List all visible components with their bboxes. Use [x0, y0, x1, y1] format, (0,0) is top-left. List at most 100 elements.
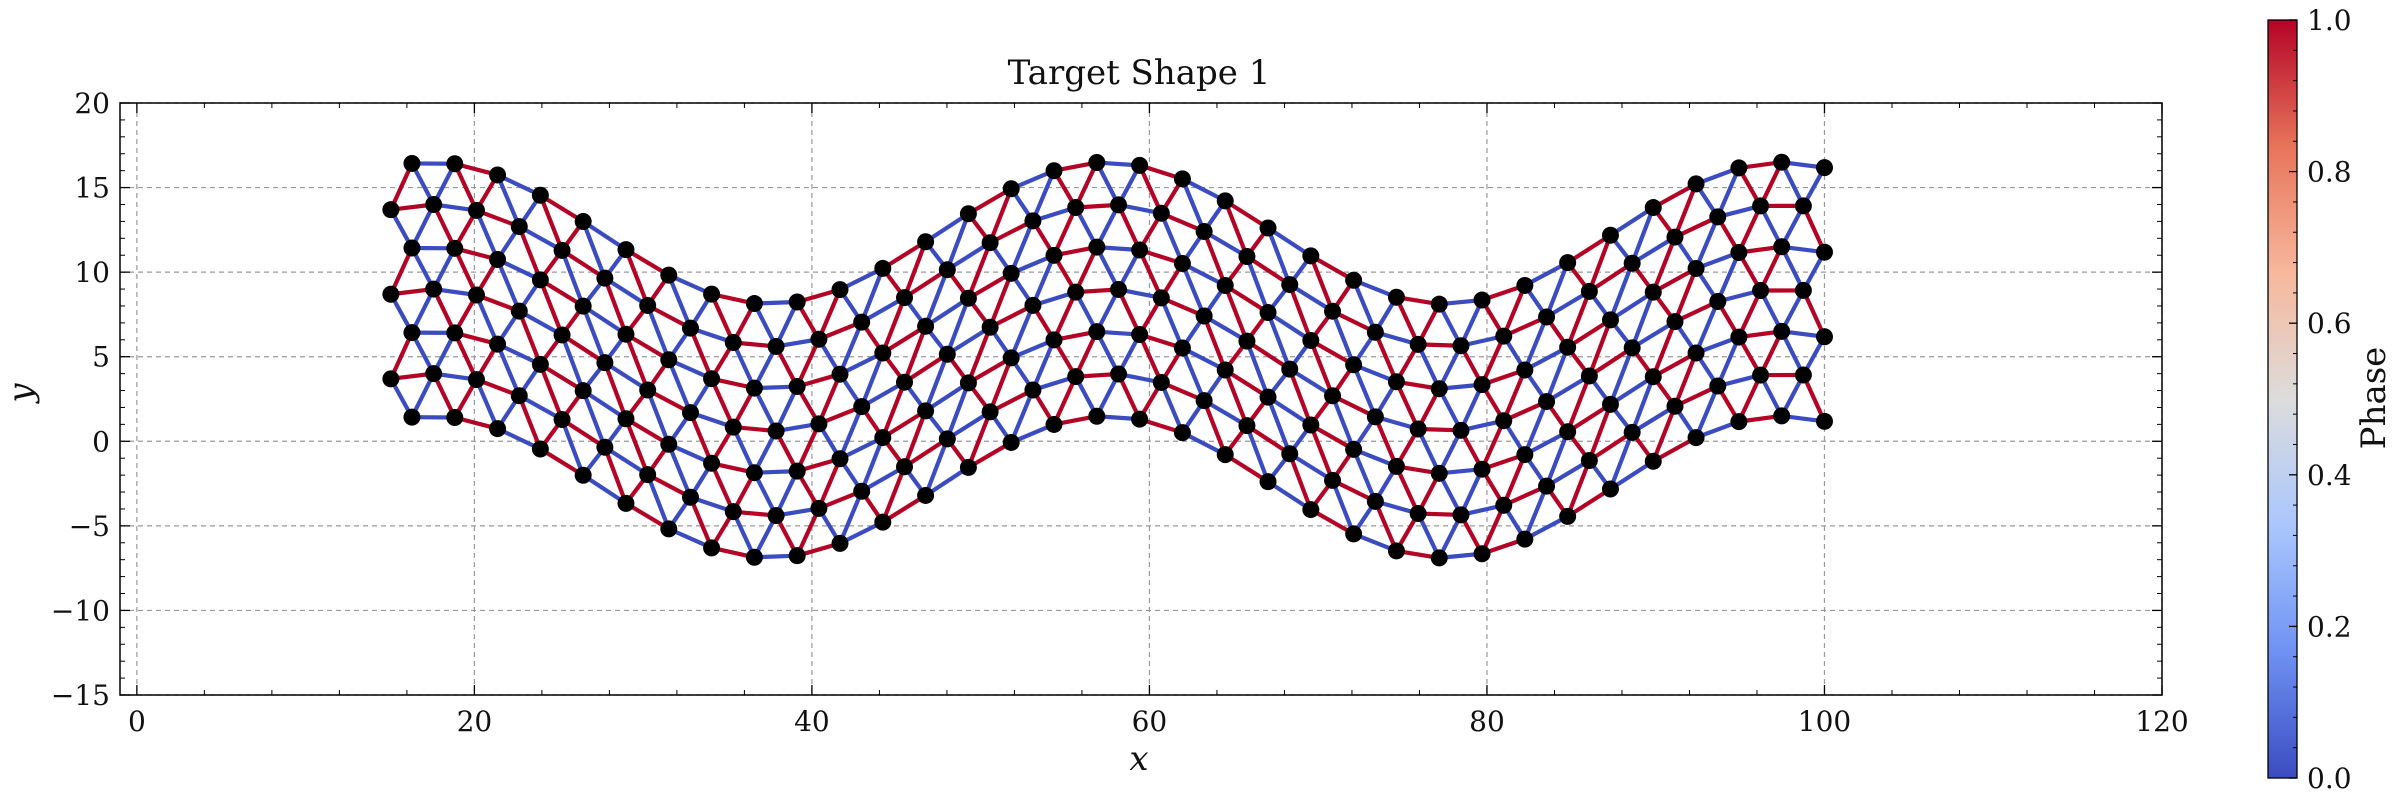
lattice-node [511, 387, 528, 404]
lattice-node [1046, 331, 1063, 348]
lattice-node [1410, 420, 1427, 437]
lattice-node [554, 326, 571, 343]
lattice-node [939, 430, 956, 447]
lattice-node [810, 331, 827, 348]
lattice-node [1067, 199, 1084, 216]
lattice-node [1003, 265, 1020, 282]
lattice-node [703, 370, 720, 387]
lattice-node [1367, 408, 1384, 425]
lattice-node [532, 271, 549, 288]
lattice-node [896, 458, 913, 475]
colorbar-label: Phase [2354, 347, 2394, 450]
lattice-node [1174, 424, 1191, 441]
lattice-node [703, 286, 720, 303]
lattice-node [1196, 392, 1213, 409]
lattice-node [960, 459, 977, 476]
lattice-node [468, 371, 485, 388]
lattice-node [1088, 154, 1105, 171]
lattice-node [682, 404, 699, 421]
lattice-node [1046, 416, 1063, 433]
lattice-node [596, 439, 613, 456]
lattice-node [1388, 542, 1405, 559]
lattice-node [596, 270, 613, 287]
lattice-node [532, 440, 549, 457]
lattice-node [1795, 282, 1812, 299]
lattice-node [1131, 411, 1148, 428]
lattice-node [1302, 332, 1319, 349]
lattice-node [1110, 196, 1127, 213]
lattice-node [853, 483, 870, 500]
lattice-node [1302, 417, 1319, 434]
lattice-node [639, 297, 656, 314]
lattice-node [1238, 248, 1255, 265]
colorbar-tick-label: 0.2 [2307, 610, 2352, 643]
lattice-node [1281, 361, 1298, 378]
lattice-node [1281, 445, 1298, 462]
x-tick-label: 40 [794, 705, 830, 738]
lattice-node [575, 298, 592, 315]
lattice-node [1559, 508, 1576, 525]
lattice-node [660, 520, 677, 537]
lattice-node [1666, 398, 1683, 415]
lattice-node [596, 354, 613, 371]
lattice-node [831, 366, 848, 383]
lattice-node [960, 290, 977, 307]
lattice-node [725, 503, 742, 520]
lattice-node [617, 410, 634, 427]
lattice-node [1538, 478, 1555, 495]
x-axis-label: x [1129, 739, 1148, 779]
lattice-node [532, 187, 549, 204]
lattice-node [682, 489, 699, 506]
colorbar-tick-label: 0.8 [2307, 156, 2352, 189]
lattice-node [1388, 373, 1405, 390]
lattice-node [1602, 227, 1619, 244]
lattice-node [1773, 238, 1790, 255]
lattice-node [403, 409, 420, 426]
lattice-node [1559, 423, 1576, 440]
lattice-node [660, 267, 677, 284]
x-tick-label: 80 [1469, 705, 1505, 738]
lattice-node [1688, 175, 1705, 192]
lattice-node [446, 240, 463, 257]
lattice-node [1516, 446, 1533, 463]
lattice-node [1795, 366, 1812, 383]
lattice-node [1645, 453, 1662, 470]
lattice-node [1752, 197, 1769, 214]
lattice-node [1452, 506, 1469, 523]
lattice-node [1260, 389, 1277, 406]
lattice-node [403, 324, 420, 341]
lattice-node [1003, 349, 1020, 366]
y-axis-label: y [1, 383, 41, 405]
lattice-node [446, 155, 463, 172]
lattice-node [446, 324, 463, 341]
lattice-node [1581, 283, 1598, 300]
lattice-node [1324, 472, 1341, 489]
lattice-node [446, 409, 463, 426]
colorbar-tick-label: 0.0 [2307, 762, 2352, 795]
lattice-node [725, 419, 742, 436]
lattice-node [1452, 337, 1469, 354]
lattice-node [703, 455, 720, 472]
lattice-node [1024, 297, 1041, 314]
lattice-node [1730, 413, 1747, 430]
lattice-node [789, 378, 806, 395]
lattice-node [617, 241, 634, 258]
lattice-node [382, 201, 399, 218]
lattice-node [982, 234, 999, 251]
lattice-node [1302, 247, 1319, 264]
lattice-node [1174, 340, 1191, 357]
lattice-node [982, 319, 999, 336]
lattice-node [1495, 412, 1512, 429]
lattice-node [1773, 407, 1790, 424]
lattice-node [831, 535, 848, 552]
lattice-node [403, 240, 420, 257]
lattice-node [554, 242, 571, 259]
x-tick-label: 60 [1132, 705, 1168, 738]
lattice-node [1516, 531, 1533, 548]
colorbar-gradient [2268, 20, 2297, 778]
lattice-node [1624, 339, 1641, 356]
colorbar-tick-label: 1.0 [2307, 4, 2352, 37]
lattice-node [1024, 381, 1041, 398]
lattice-node [1088, 408, 1105, 425]
